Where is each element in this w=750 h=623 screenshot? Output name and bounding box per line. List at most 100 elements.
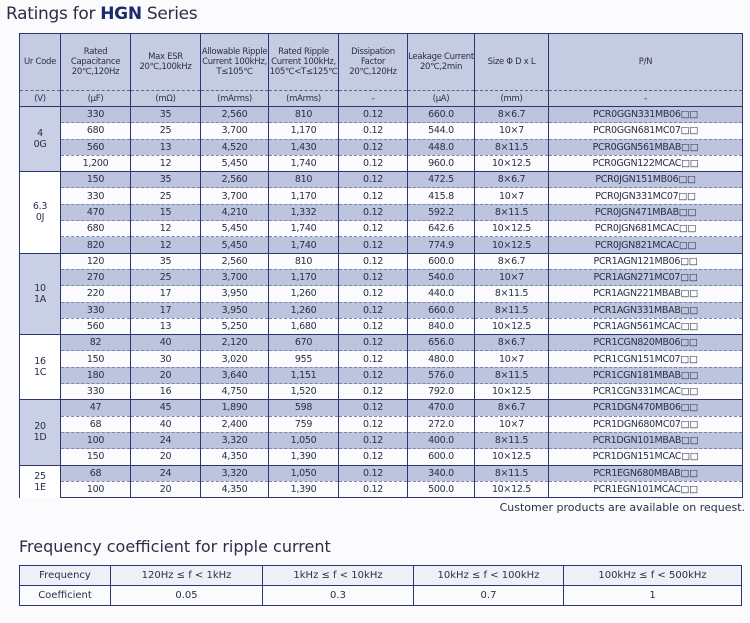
frequency-range: 120Hz ≤ f < 1kHz [110,565,263,586]
allowable-ripple-cell: 1,890 [200,399,269,417]
part-number-cell: PCR0GGN331MB06□□ [548,105,743,123]
part-number-cell: PCR1AGN221MBAB□□ [548,285,743,303]
capacitance-cell: 330 [60,187,131,205]
voltage-code-cell: 6.3 0J [19,171,61,254]
rated-ripple-cell: 1,260 [268,301,339,319]
leakage-current-cell: 480.0 [407,350,475,368]
dissipation-factor-cell: 0.12 [338,285,408,303]
unit-cell: (mΩ) [130,90,201,107]
allowable-ripple-cell: 2,400 [200,415,269,433]
max-esr-cell: 12 [130,236,201,254]
code: 1A [34,293,46,305]
rated-ripple-cell: 1,170 [268,268,339,286]
leakage-current-cell: 272.0 [407,415,475,433]
max-esr-cell: 13 [130,317,201,335]
part-number-cell: PCR0JGN681MCAC□□ [548,220,743,237]
code: 1C [33,367,47,379]
part-number-cell: PCR1AGN561MCAC□□ [548,317,743,335]
rated-ripple-cell: 1,050 [268,464,339,482]
part-number-cell: PCR0GGN561MBAB□□ [548,138,743,156]
capacitance-cell: 680 [60,122,131,140]
frequency-range: 1kHz ≤ f < 10kHz [262,565,414,586]
coefficient-value: 1 [563,585,742,606]
size-cell: 10×12.5 [474,236,549,254]
max-esr-cell: 12 [130,220,201,237]
voltage-code-cell: 4 0G [19,105,61,172]
capacitance-cell: 82 [60,334,131,351]
unit-cell: (μA) [407,90,475,107]
max-esr-cell: 35 [130,105,201,123]
table-row: 1,200 12 5,450 1,740 0.12 960.0 10×12.5 PCR0GGN… [20,154,743,172]
dissipation-factor-cell: 0.12 [338,203,408,221]
capacitance-cell: 150 [60,448,131,466]
dissipation-factor-cell: 0.12 [338,122,408,140]
size-cell: 8×6.7 [474,334,549,351]
part-number-cell: PCR1CGN820MB06□□ [548,334,743,351]
dissipation-factor-cell: 0.12 [338,317,408,335]
coefficient-value: 0.7 [413,585,564,606]
code: 1E [34,481,46,493]
rated-ripple-cell: 1,260 [268,285,339,303]
leakage-current-cell: 792.0 [407,383,475,400]
table-row: 270 25 3,700 1,170 0.12 540.0 10×7 PCR1AGN271MC… [20,268,743,286]
table-row: 16 1C 82 40 2,120 670 0.12 656.0 8×6.7 PCR1CGN820… [19,334,743,400]
leakage-current-cell: 642.6 [407,220,475,237]
capacitance-cell: 470 [60,203,131,221]
size-cell: 8×6.7 [474,171,549,188]
dissipation-factor-cell: 0.12 [338,268,408,286]
allowable-ripple-cell: 4,350 [200,480,269,499]
max-esr-cell: 30 [130,350,201,368]
voltage: 10 [34,282,46,294]
rated-ripple-cell: 955 [268,350,339,368]
table-row: 330 16 4,750 1,520 0.12 792.0 10×12.5 PCR1CGN33… [20,383,743,400]
leakage-current-cell: 415.8 [407,187,475,205]
voltage: 25 [34,470,46,482]
voltage-code-cell: 20 1D [19,399,61,466]
table-row: 4 0G 330 35 2,560 810 0.12 660.0 8×6.7 PCR0GGN331… [19,105,743,172]
allowable-ripple-cell: 3,320 [200,464,269,482]
header-cell: Leakage Current 20℃,2min [407,33,475,91]
size-cell: 10×7 [474,187,549,205]
part-number-cell: PCR0JGN821MCAC□□ [548,236,743,254]
leakage-current-cell: 500.0 [407,480,475,499]
max-esr-cell: 25 [130,122,201,140]
allowable-ripple-cell: 5,450 [200,154,269,172]
rated-ripple-cell: 1,520 [268,383,339,400]
dissipation-factor-cell: 0.12 [338,448,408,466]
part-number-cell: PCR1DGN151MCAC□□ [548,448,743,466]
rated-ripple-cell: 598 [268,399,339,417]
part-number-cell: PCR1AGN121MB06□□ [548,252,743,270]
rated-ripple-cell: 1,740 [268,154,339,172]
part-number-cell: PCR0JGN471MBAB□□ [548,203,743,221]
dissipation-factor-cell: 0.12 [338,334,408,351]
capacitance-cell: 330 [60,301,131,319]
leakage-current-cell: 440.0 [407,285,475,303]
dissipation-factor-cell: 0.12 [338,105,408,123]
size-cell: 10×7 [474,415,549,433]
header-cell: Rated Ripple Current 100kHz, 105℃<T≤125℃ [268,33,339,91]
header-cell: P/N [548,33,743,91]
frequency-table: Frequency 120Hz ≤ f < 1kHz 1kHz ≤ f < 10… [19,565,742,606]
size-cell: 10×12.5 [474,383,549,400]
table-row: 100 24 3,320 1,050 0.12 400.0 8×11.5 PCR1DGN101… [20,431,743,449]
max-esr-cell: 13 [130,138,201,156]
table-row: 6.3 0J 150 35 2,560 810 0.12 472.5 8×6.7 PCR0JGN1… [19,171,743,254]
voltage-code-cell: 10 1A [19,252,61,335]
table-row: 680 25 3,700 1,170 0.12 544.0 10×7 PCR0GGN681MC… [20,122,743,140]
part-number-cell: PCR0GGN122MCAC□□ [548,154,743,172]
code: 0G [33,139,47,151]
dissipation-factor-cell: 0.12 [338,252,408,270]
dissipation-factor-cell: 0.12 [338,480,408,499]
voltage: 6.3 [32,201,48,213]
dissipation-factor-cell: 0.12 [338,366,408,384]
header-cell: Size Φ D x L [474,33,549,91]
leakage-current-cell: 660.0 [407,105,475,123]
table-row: 330 17 3,950 1,260 0.12 660.0 8×11.5 PCR1AGN331… [20,301,743,319]
coefficient-row: Coefficient 0.05 0.3 0.7 1 [19,585,742,606]
voltage-code-cell: 16 1C [19,334,61,400]
allowable-ripple-cell: 4,520 [200,138,269,156]
table-row: 680 12 5,450 1,740 0.12 642.6 10×12.5 PCR0JGN68… [20,220,743,237]
max-esr-cell: 35 [130,171,201,188]
rated-ripple-cell: 1,390 [268,448,339,466]
rated-ripple-cell: 670 [268,334,339,351]
